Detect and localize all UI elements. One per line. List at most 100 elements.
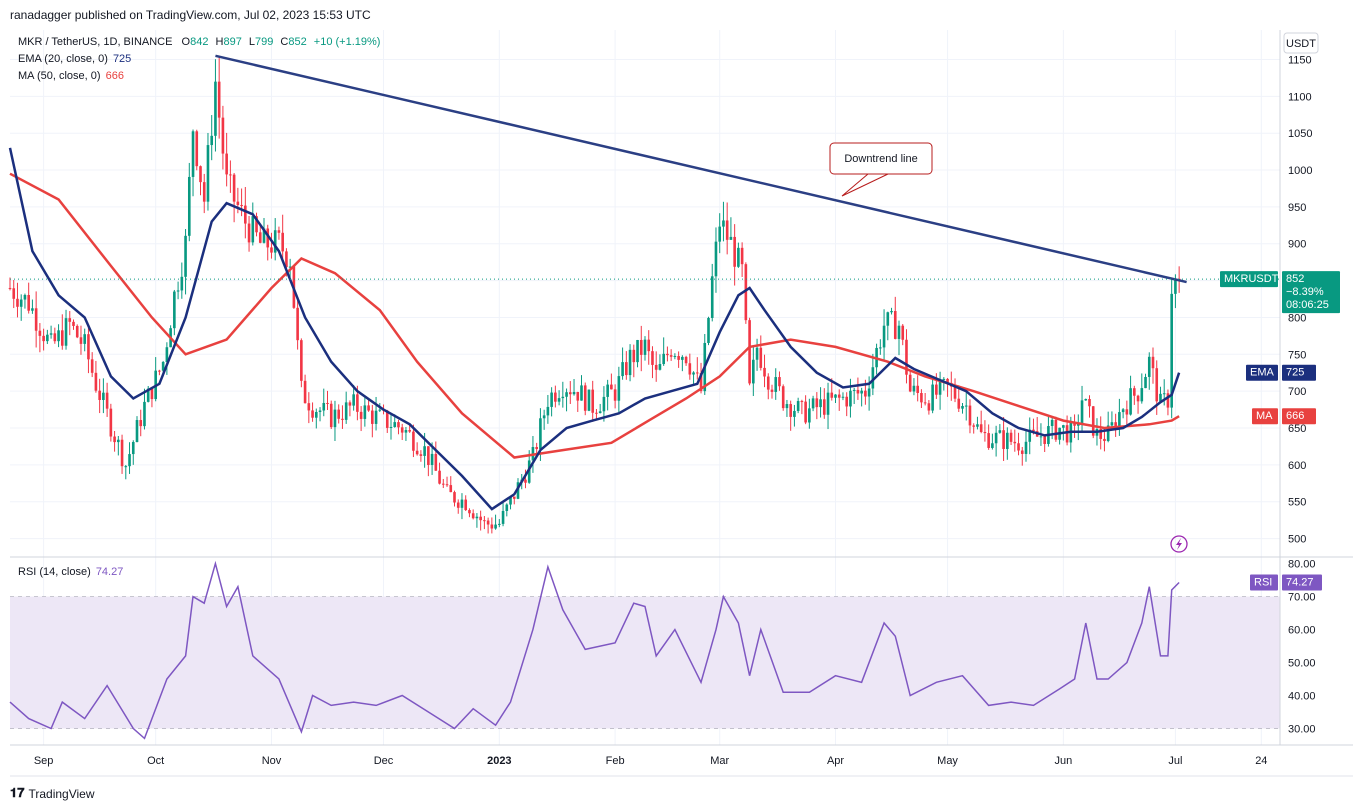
downtrend-line[interactable] <box>215 54 1187 284</box>
ema-legend[interactable]: EMA (20, close, 0) 725 <box>18 53 131 65</box>
ema-name-badge[interactable]: EMA <box>1246 364 1278 381</box>
rsi-value-badge-text: 74.27 <box>1286 576 1314 588</box>
price-badge-box <box>1282 271 1340 314</box>
candle-body <box>1039 436 1043 438</box>
candle-body <box>979 424 983 433</box>
candle <box>158 369 161 376</box>
candle <box>184 229 187 295</box>
candle <box>643 336 647 361</box>
candle-body <box>1118 412 1121 430</box>
annotation-text: Downtrend line <box>844 153 917 165</box>
rsi-overbought-oversold-band <box>10 596 1280 729</box>
candle <box>180 262 184 299</box>
candle-body <box>27 294 30 311</box>
symbol-badge[interactable]: MKRUSDT <box>1220 271 1279 288</box>
candle <box>964 391 968 421</box>
candle <box>946 377 949 397</box>
candle-body <box>150 388 154 400</box>
candle-body <box>120 439 124 467</box>
candle <box>987 424 990 450</box>
candle-body <box>161 361 165 371</box>
lightning-icon[interactable] <box>1170 535 1188 553</box>
rsi-tick-label: 80.00 <box>1288 559 1316 571</box>
candle-body <box>991 443 994 448</box>
candle-body <box>871 367 875 389</box>
candle-body <box>946 378 949 383</box>
candle-body <box>1088 399 1091 407</box>
price-badge[interactable]: 852−8.39%08:06:25 <box>1282 271 1340 314</box>
candle-body <box>83 334 87 344</box>
candle <box>117 435 120 456</box>
rsi-value-badge[interactable]: 74.27 <box>1282 574 1322 591</box>
candle-body <box>131 442 135 455</box>
candle <box>998 424 1002 434</box>
symbol-legend[interactable]: MKR / TetherUS, 1D, BINANCE O842 H897 L7… <box>18 36 380 48</box>
candle <box>893 296 897 340</box>
ma-legend-value: 666 <box>105 70 124 82</box>
candle <box>1170 277 1173 419</box>
candle-body <box>1166 393 1170 408</box>
candle-body <box>359 411 363 419</box>
candle <box>1017 432 1020 456</box>
candle <box>258 225 262 244</box>
currency-selector[interactable]: USDT <box>1283 32 1319 54</box>
tradingview-footer[interactable]: 𝟏𝟕 TradingView <box>10 786 95 801</box>
downtrend-annotation[interactable]: Downtrend line <box>829 142 933 197</box>
candle-body <box>262 228 266 243</box>
candle-body <box>968 405 972 426</box>
candle-body <box>643 339 647 355</box>
candle-body <box>550 392 553 407</box>
candle <box>606 379 609 411</box>
candle <box>1136 394 1140 414</box>
candle-body <box>318 410 322 412</box>
candle <box>587 389 591 412</box>
candle-body <box>273 230 277 253</box>
candle-body <box>669 355 673 357</box>
candle <box>1144 373 1147 389</box>
candle-body <box>1144 376 1147 389</box>
candle <box>610 373 613 390</box>
candle-body <box>524 479 527 483</box>
candle <box>770 384 774 399</box>
ema-value-badge[interactable]: 725 <box>1282 364 1316 381</box>
high-label: H <box>215 36 224 48</box>
candle-body <box>12 288 16 299</box>
candle <box>8 277 12 291</box>
candle-body <box>976 424 979 427</box>
candle <box>303 374 307 404</box>
candle <box>897 320 901 356</box>
candle-body <box>748 320 751 384</box>
candle <box>580 375 583 401</box>
candle <box>247 215 251 252</box>
candle <box>811 395 815 412</box>
change-value: +10 (+1.19%) <box>313 36 381 48</box>
candle <box>598 403 602 414</box>
ma-value-badge[interactable]: 666 <box>1282 408 1316 425</box>
candle-body <box>886 312 890 326</box>
candle-body <box>837 394 841 398</box>
candle-body <box>1136 395 1140 402</box>
candle-body <box>199 166 202 183</box>
candle <box>568 381 572 404</box>
rsi-name-badge[interactable]: RSI <box>1250 574 1278 591</box>
ma-name-badge[interactable]: MA <box>1252 408 1278 425</box>
candle-body <box>400 427 404 433</box>
price-tick-label: 550 <box>1288 497 1306 509</box>
candle-body <box>1024 441 1028 454</box>
candle <box>75 324 79 339</box>
rsi-name-badge-text: RSI <box>1254 576 1272 588</box>
candle <box>953 378 957 403</box>
ma-legend[interactable]: MA (50, close, 0) 666 <box>18 70 124 82</box>
ema-legend-label: EMA (20, close, 0) <box>18 53 108 65</box>
candle <box>886 311 890 341</box>
candle-body <box>378 409 382 411</box>
candle <box>677 351 680 368</box>
candle <box>658 354 662 371</box>
rsi-legend[interactable]: RSI (14, close) 74.27 <box>18 566 123 578</box>
candle <box>404 426 408 441</box>
candle <box>636 339 639 368</box>
candle <box>150 388 154 408</box>
candle <box>83 328 87 352</box>
candle <box>72 319 75 330</box>
